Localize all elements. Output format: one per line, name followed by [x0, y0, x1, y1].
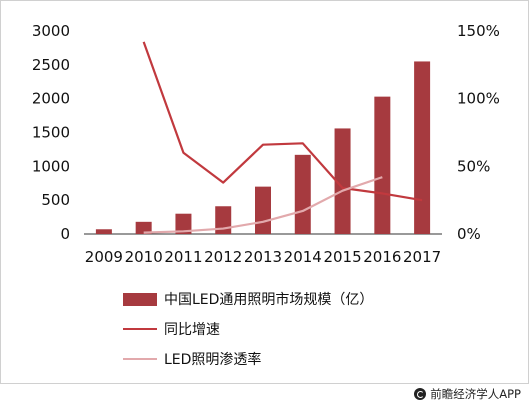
x-tick-label: 2017 — [403, 248, 441, 266]
bar-market-size — [95, 229, 112, 234]
bar-market-size — [135, 221, 152, 234]
legend-item-yoy-growth: 同比增速 — [123, 314, 453, 344]
x-axis-ticks: 2009 2010 2011 2012 2013 2014 2015 2016 2017 — [85, 248, 441, 266]
legend-swatch-bar — [123, 292, 157, 306]
legend-label-market-size: 中国LED通用照明市场规模（亿） — [164, 292, 374, 308]
x-tick-label: 2011 — [164, 248, 202, 266]
bar-market-size — [414, 61, 431, 235]
bar-market-size — [175, 213, 192, 234]
left-axis-ticks: 0 500 1000 1500 2000 2500 3000 — [32, 22, 70, 243]
bar-market-size — [374, 96, 391, 235]
bar-market-size — [255, 186, 271, 234]
brand-logo-icon — [414, 388, 427, 400]
credit-text: 前瞻经济学人APP — [430, 387, 521, 401]
y-left-tick-label: 2000 — [32, 90, 70, 108]
legend-swatch-penetration — [123, 358, 157, 360]
line-series — [142, 41, 423, 234]
x-tick-label: 2012 — [204, 248, 242, 266]
x-tick-label: 2014 — [284, 248, 322, 266]
y-left-tick-label: 3000 — [32, 22, 70, 40]
y-left-tick-label: 500 — [41, 191, 70, 209]
x-tick-label: 2010 — [125, 248, 163, 266]
bar-market-size — [334, 128, 351, 234]
line-yoy-growth — [142, 41, 423, 202]
x-tick-label: 2013 — [244, 248, 282, 266]
y-right-tick-label: 50% — [457, 157, 490, 175]
y-right-tick-label: 150% — [457, 22, 500, 40]
y-right-tick-label: 0% — [457, 225, 481, 243]
source-credit: 前瞻经济学人APP — [414, 385, 521, 403]
legend: 中国LED通用照明市场规模（亿） 同比增速 LED照明渗透率 — [123, 284, 453, 374]
right-axis-ticks: 0% 50% 100% 150% — [457, 22, 500, 243]
x-tick-label: 2009 — [85, 248, 123, 266]
y-left-tick-label: 1500 — [32, 124, 70, 142]
line-penetration — [143, 176, 383, 234]
y-left-tick-label: 2500 — [32, 56, 70, 74]
bar-market-size — [294, 154, 311, 234]
legend-swatch-growth — [123, 328, 157, 330]
y-right-tick-label: 100% — [457, 90, 500, 108]
y-left-tick-label: 1000 — [32, 157, 70, 175]
legend-item-market-size: 中国LED通用照明市场规模（亿） — [123, 284, 453, 314]
legend-label-yoy-growth: 同比增速 — [164, 322, 220, 338]
y-left-tick-label: 0 — [60, 225, 70, 243]
bar-series — [95, 61, 431, 235]
legend-label-penetration: LED照明渗透率 — [164, 352, 262, 368]
x-tick-label: 2015 — [323, 248, 361, 266]
legend-item-penetration: LED照明渗透率 — [123, 344, 453, 374]
x-tick-label: 2016 — [363, 248, 401, 266]
